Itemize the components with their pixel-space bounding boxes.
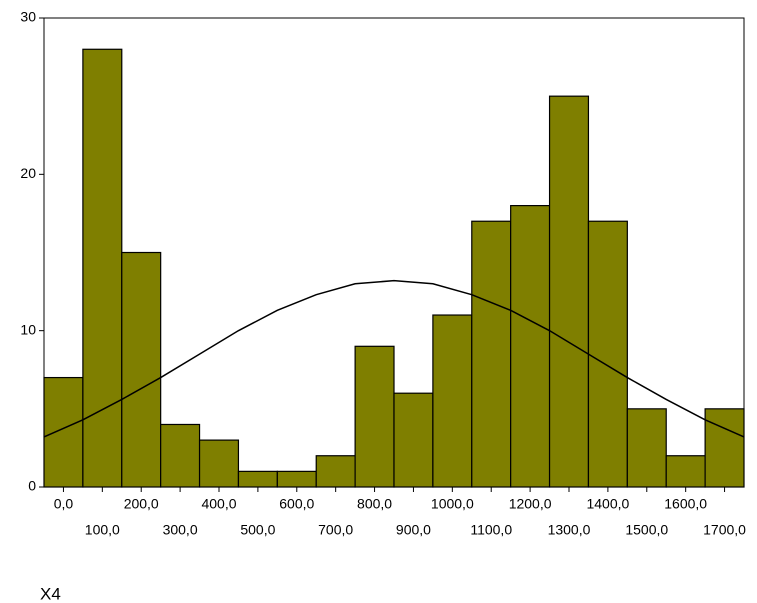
x-tick-label: 200,0 — [124, 496, 159, 512]
bar — [704, 408, 745, 488]
x-tick-label: 600,0 — [279, 496, 314, 512]
x-tick-label: 1000,0 — [431, 496, 474, 512]
bar — [315, 455, 356, 488]
bar — [237, 470, 278, 488]
bar — [510, 205, 551, 488]
x-tick-label: 1700,0 — [703, 522, 746, 538]
x-tick-label: 1200,0 — [509, 496, 552, 512]
y-tick-label: 0 — [28, 478, 36, 494]
normal-curve — [43, 279, 745, 438]
x-tick-label: 300,0 — [163, 522, 198, 538]
bar — [626, 408, 667, 488]
bar — [160, 423, 201, 488]
plot-frame — [43, 17, 745, 488]
bar — [665, 455, 706, 488]
bar — [82, 48, 123, 488]
bar — [43, 376, 84, 488]
x-tick-label: 700,0 — [318, 522, 353, 538]
y-tick-label: 10 — [20, 321, 36, 337]
bar — [548, 95, 590, 488]
bar — [198, 439, 240, 488]
bar — [393, 392, 434, 488]
bar — [354, 345, 395, 488]
y-tick-label: 30 — [20, 9, 36, 25]
x-tick-label: 1500,0 — [625, 522, 668, 538]
x-tick-label: 1100,0 — [470, 522, 512, 538]
bar — [121, 251, 162, 488]
bar — [432, 314, 473, 488]
x-tick-label: 1300,0 — [548, 522, 591, 538]
y-tick-label: 20 — [20, 165, 36, 181]
x-tick-label: 400,0 — [201, 496, 236, 512]
x-tick-label: 900,0 — [396, 522, 431, 538]
bar — [587, 220, 628, 488]
x-tick-label: 1400,0 — [586, 496, 629, 512]
bar — [276, 470, 317, 488]
bar — [471, 220, 512, 488]
x-tick-label: 500,0 — [240, 522, 275, 538]
x-tick-label: 800,0 — [357, 496, 392, 512]
x-tick-label: 0,0 — [54, 496, 74, 512]
x-tick-label: 100,0 — [85, 522, 120, 538]
x-axis-label: X4 — [40, 584, 61, 603]
x-tick-label: 1600,0 — [664, 496, 707, 512]
